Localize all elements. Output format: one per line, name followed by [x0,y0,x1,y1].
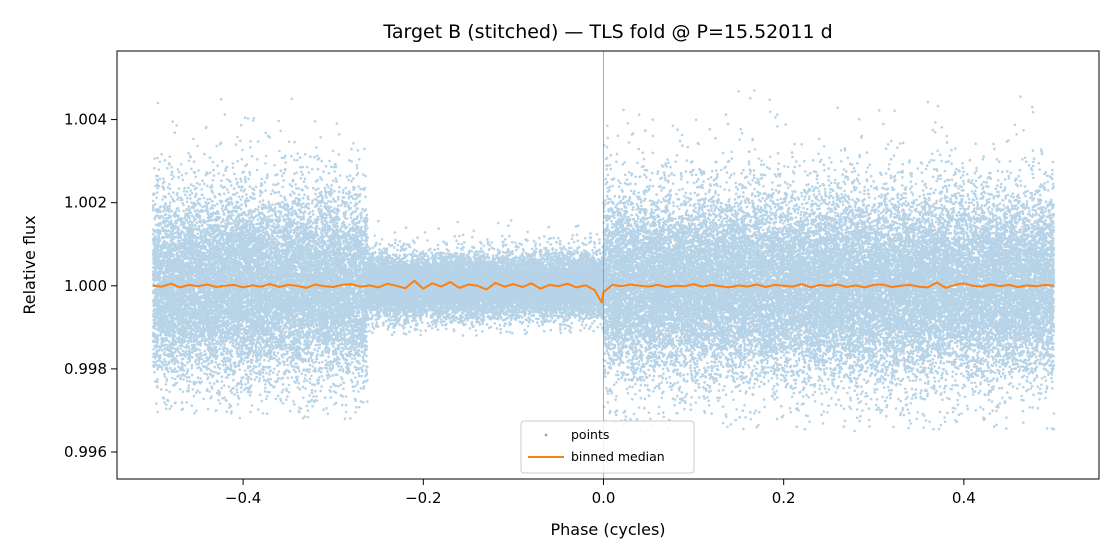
y-tick-label: 0.998 [64,360,107,378]
scatter-points [151,89,1056,433]
x-tick-label: 0.4 [952,489,976,507]
legend-label-points: points [571,427,609,442]
y-tick-label: 0.996 [64,443,107,461]
y-axis-label: Relative flux [20,215,39,314]
y-axis-ticks: 0.996 0.998 1.000 1.002 1.004 [64,111,117,461]
median-layer [152,279,1055,304]
binned-median-line [152,279,1055,304]
x-axis-ticks: −0.4 −0.2 0.0 0.2 0.4 [225,479,976,507]
plot-frame [116,50,1100,480]
chart-title: Target B (stitched) — TLS fold @ P=15.52… [382,21,832,43]
y-tick-label: 1.004 [64,111,107,129]
legend-box [520,420,695,474]
points-layer [151,89,1056,433]
y-tick-label: 1.000 [64,277,107,295]
legend-label-binned-median: binned median [571,449,665,464]
y-tick-label: 1.002 [64,194,107,212]
x-tick-label: 0.0 [592,489,616,507]
x-tick-label: −0.2 [405,489,441,507]
legend: points binned median [520,420,695,474]
x-tick-label: 0.2 [772,489,796,507]
x-tick-label: −0.4 [225,489,261,507]
x-axis-label: Phase (cycles) [550,520,665,539]
legend-marker-points [544,433,548,437]
